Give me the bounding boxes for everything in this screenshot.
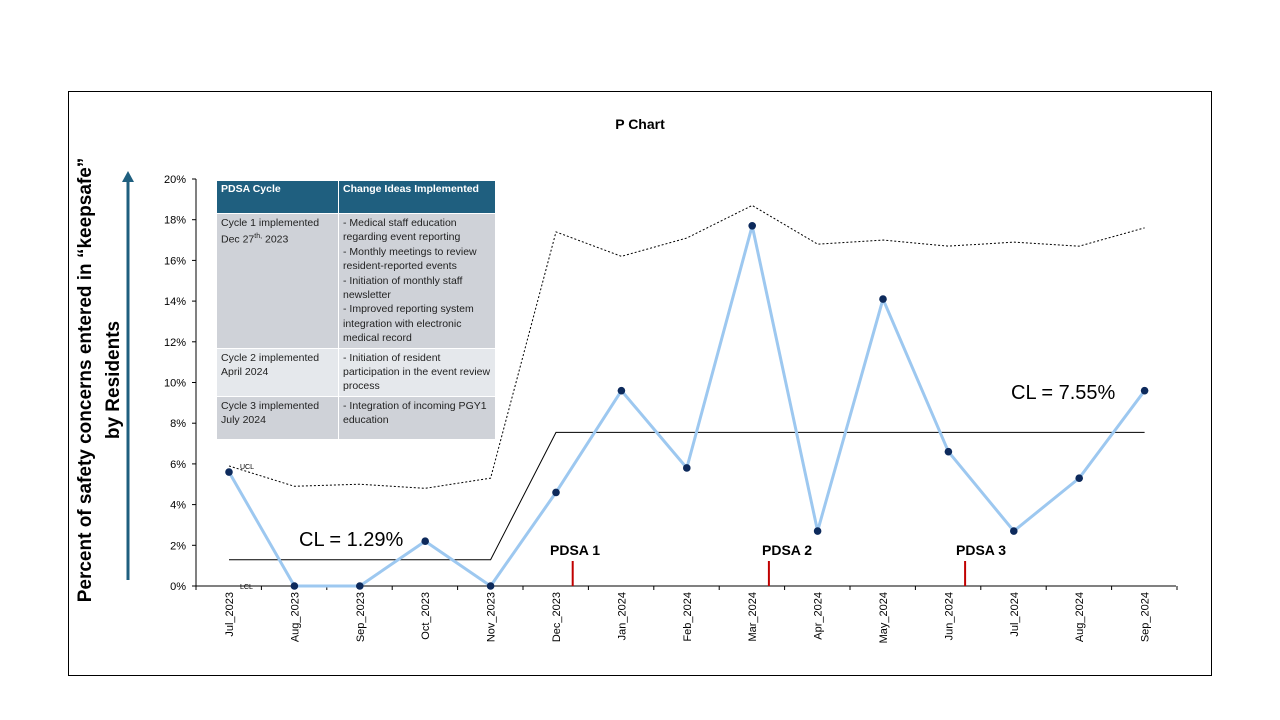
y-tick-label: 8% — [170, 418, 186, 430]
table-row: Cycle 1 implemented Dec 27th, 2023 - Med… — [216, 213, 496, 349]
y-tick-label: 16% — [164, 255, 186, 267]
table-cell-cycle: Cycle 3 implemented July 2024 — [216, 395, 339, 440]
cycle-1-year: 2023 — [262, 233, 289, 246]
table-header-pdsa-cycle: PDSA Cycle — [216, 180, 339, 214]
y-tick-label: 18% — [164, 215, 186, 227]
x-tick-label: Mar_2024 — [747, 592, 759, 642]
data-point — [552, 488, 560, 497]
y-tick-label: 6% — [170, 459, 186, 471]
data-point — [879, 295, 887, 303]
idea-text: - Integration of incoming PGY1 education — [343, 399, 487, 427]
table-cell-ideas: - Initiation of resident participation i… — [338, 347, 496, 397]
data-point — [486, 582, 495, 590]
idea-text: - Initiation of monthly staff newsletter — [343, 274, 463, 302]
y-tick-label: 4% — [170, 500, 186, 512]
x-tick-label: Apr_2024 — [813, 592, 825, 640]
data-point — [813, 527, 822, 535]
data-point — [356, 582, 364, 590]
pdsa-2-label: PDSA 2 — [762, 542, 813, 558]
table-cell-cycle: Cycle 2 implemented April 2024 — [216, 347, 339, 397]
x-tick-label: Sep_2023 — [355, 592, 367, 642]
y-tick-label: 20% — [164, 174, 186, 186]
center-line — [229, 431, 1145, 561]
table-row: Cycle 2 implemented April 2024 - Initiat… — [216, 347, 496, 397]
data-point — [748, 222, 756, 230]
data-point — [421, 537, 430, 546]
idea-text: - Improved reporting system integration … — [343, 303, 474, 345]
y-tick-label: 10% — [164, 378, 186, 390]
x-tick-label: Sep_2024 — [1140, 592, 1152, 642]
x-tick-label: Jan_2024 — [616, 592, 628, 640]
data-point — [944, 447, 953, 456]
x-tick-label: Dec_2023 — [551, 592, 563, 642]
data-point — [1075, 474, 1083, 482]
x-tick-label: May_2024 — [878, 592, 890, 643]
ucl-label: UCL — [240, 464, 254, 471]
x-tick-label: Nov_2023 — [486, 592, 498, 642]
x-tick-label: Aug_2024 — [1074, 592, 1086, 642]
pdsa-table: PDSA Cycle Change Ideas Implemented Cycl… — [216, 180, 496, 440]
x-tick-label: Jul_2024 — [1009, 592, 1021, 637]
idea-text: - Initiation of resident participation i… — [343, 351, 491, 393]
table-cell-cycle: Cycle 1 implemented Dec 27th, 2023 — [216, 213, 339, 349]
y-tick-label: 0% — [170, 581, 186, 593]
data-point — [225, 468, 233, 476]
x-tick-label: Jun_2024 — [943, 592, 955, 640]
idea-text: - Medical staff education regarding even… — [343, 217, 461, 244]
y-tick-label: 14% — [164, 296, 186, 308]
x-tick-label: Jul_2023 — [224, 592, 236, 637]
cl-label-post: CL = 7.55% — [1011, 382, 1116, 404]
table-row: Cycle 3 implemented July 2024 - Integrat… — [216, 395, 496, 440]
pdsa-1-label: PDSA 1 — [550, 542, 601, 558]
cl-label-baseline: CL = 1.29% — [299, 529, 404, 551]
chart-title: P Chart — [615, 116, 665, 132]
y-tick-label: 2% — [170, 540, 186, 552]
x-tick-label: Oct_2023 — [420, 592, 432, 640]
data-point — [1010, 527, 1018, 535]
data-point — [683, 464, 691, 472]
table-header-change-ideas: Change Ideas Implemented — [338, 180, 496, 214]
table-cell-ideas: - Medical staff education regarding even… — [338, 213, 496, 349]
y-axis-arrow-head — [122, 171, 134, 182]
data-point — [290, 582, 299, 590]
x-tick-label: Feb_2024 — [682, 592, 694, 642]
pdsa-3-label: PDSA 3 — [956, 542, 1007, 558]
chart-frame — [68, 91, 1212, 676]
x-tick-label: Aug_2023 — [289, 592, 301, 642]
idea-text: - Monthly meetings to review resident-re… — [343, 245, 477, 273]
table-cell-ideas: - Integration of incoming PGY1 education — [338, 395, 496, 440]
lcl-label: LCL — [240, 584, 253, 591]
data-point — [1140, 386, 1149, 395]
data-point — [617, 386, 626, 395]
y-tick-label: 12% — [164, 337, 186, 349]
cycle-1-superscript: th, — [254, 233, 263, 241]
cycle-1-text: Cycle 1 implemented Dec 27 — [221, 217, 320, 246]
